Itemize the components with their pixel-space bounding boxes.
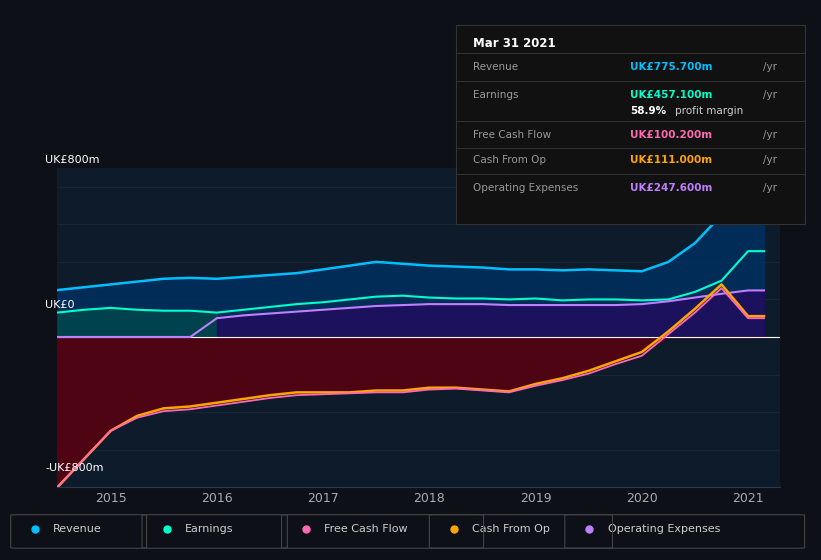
Text: /yr: /yr [763,62,777,72]
Text: -UK£800m: -UK£800m [45,463,103,473]
Text: Operating Expenses: Operating Expenses [608,524,720,534]
Text: Earnings: Earnings [473,90,519,100]
Text: UK£100.200m: UK£100.200m [631,129,713,139]
Text: Revenue: Revenue [53,524,102,534]
Text: UK£457.100m: UK£457.100m [631,90,713,100]
Text: UK£775.700m: UK£775.700m [631,62,713,72]
Text: Free Cash Flow: Free Cash Flow [473,129,551,139]
Text: Mar 31 2021: Mar 31 2021 [473,37,556,50]
Text: profit margin: profit margin [676,106,744,116]
Text: 58.9%: 58.9% [631,106,667,116]
Text: Cash From Op: Cash From Op [472,524,550,534]
Text: /yr: /yr [763,129,777,139]
Text: UK£247.600m: UK£247.600m [631,183,713,193]
Text: Operating Expenses: Operating Expenses [473,183,578,193]
Text: Free Cash Flow: Free Cash Flow [324,524,408,534]
Text: Revenue: Revenue [473,62,518,72]
Text: UK£800m: UK£800m [45,155,99,165]
Text: /yr: /yr [763,155,777,165]
Text: UK£111.000m: UK£111.000m [631,155,713,165]
Text: Cash From Op: Cash From Op [473,155,546,165]
Text: UK£0: UK£0 [45,300,75,310]
Text: /yr: /yr [763,183,777,193]
Text: /yr: /yr [763,90,777,100]
Text: Earnings: Earnings [185,524,233,534]
